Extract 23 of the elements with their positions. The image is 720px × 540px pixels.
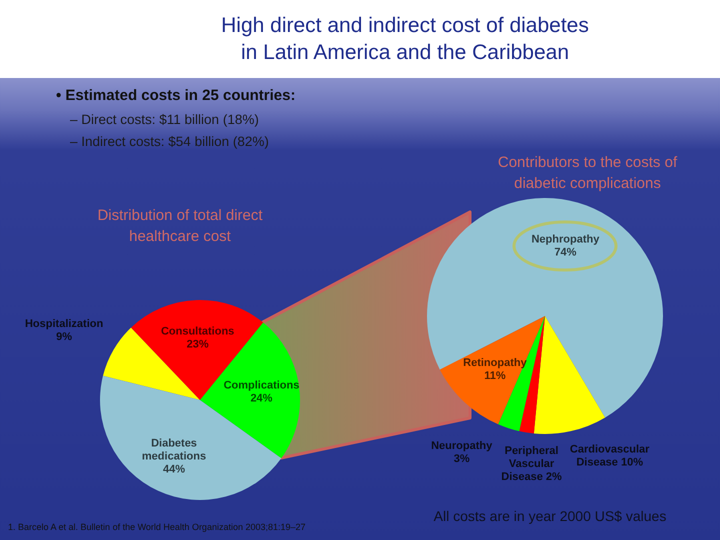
slice-label: Consultations [160,326,234,338]
chart-title: Distribution of total direct healthcare cost [96,206,264,247]
text: High direct and indirect cost of diabetes in Latin America and the Caribbean [220,13,590,66]
data-label: 44% [162,463,186,476]
slice-label: Hospitalization [24,318,104,330]
slice-label: Peripheral Vascular Disease 2% [501,444,562,483]
text: – Direct costs: $11 billion (18%) [70,111,259,129]
slice-label: Cardiovascular Disease 10% [570,443,650,468]
data-label: 3% [454,453,470,466]
text: 1. Barcelo A et al. Bulletin of the World Health Organization 2003;81:19–27 [8,522,306,533]
text: – Indirect costs: $54 billion (82%) [70,133,269,151]
data-label: 24% [250,392,273,404]
text: • Estimated costs in 25 countries: [56,86,296,106]
data-label: 23% [186,338,209,351]
data-label: 74% [554,246,577,258]
chart-title: Contributors to the costs of diabetic complications [496,153,678,194]
slice-label: Neuropathy [431,440,494,452]
data-label: 11% [484,370,506,382]
slice-label: Nephropathy [531,233,600,246]
slice-label: Complications [224,379,300,392]
data-label: 9% [56,331,72,344]
slice-label: Diabetes medications [142,437,206,462]
text: All costs are in year 2000 US$ values [432,507,668,525]
